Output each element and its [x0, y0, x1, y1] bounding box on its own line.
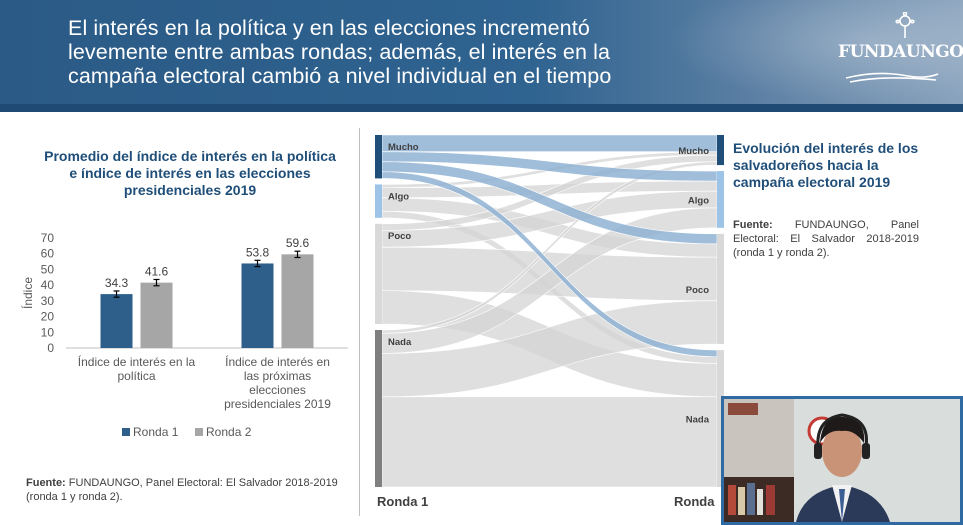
y-tick-label: 50 [41, 262, 55, 276]
data-label: 53.8 [246, 245, 270, 259]
x-category-label: política [117, 369, 155, 383]
x-category-label: Índice de interés en la [78, 354, 196, 369]
bar-ronda-1 [100, 294, 133, 348]
bar-chart-title: Promedio del índice de interés en la pol… [44, 148, 336, 198]
fundaungo-logo: FUNDAUNGO [838, 11, 963, 90]
sankey-node-label-right: Nada [686, 415, 710, 426]
legend-label: Ronda 2 [206, 425, 252, 439]
bar-ronda-2 [281, 254, 314, 348]
logo-flower-icon [845, 11, 939, 83]
x-category-label: elecciones [249, 383, 306, 397]
sankey-node-left-poco [375, 223, 382, 325]
y-tick-label: 30 [41, 294, 55, 308]
slide-title: El interés en la política y en las elecc… [68, 16, 612, 88]
source-text: FUNDAUNGO, Panel Electoral: El Salvador … [26, 477, 338, 503]
y-tick-label: 20 [41, 310, 55, 324]
data-label: 34.3 [105, 276, 129, 290]
webcam-video [721, 396, 963, 525]
legend-swatch [122, 428, 130, 436]
bar-ronda-2 [140, 282, 173, 348]
sankey-source-text: FUNDAUNGO, Panel Electoral: El Salvador … [733, 219, 919, 259]
y-tick-label: 70 [41, 231, 55, 245]
x-category-label: Índice de interés en [225, 354, 330, 369]
data-label: 41.6 [145, 264, 169, 278]
sankey-node-right-mucho [717, 135, 724, 166]
sankey-stage-left: Ronda 1 [377, 494, 429, 509]
sankey-flow-nada-nada [381, 396, 718, 488]
y-tick-label: 60 [41, 247, 55, 261]
sankey-node-left-mucho [375, 135, 382, 179]
panel-divider [359, 128, 360, 516]
sankey-flow-mucho-mucho [381, 134, 718, 152]
sankey-title: Evolución del interés de los salvadoreño… [733, 140, 919, 190]
sankey-source: Fuente: FUNDAUNGO, Panel Electoral: El S… [733, 218, 919, 260]
bar-ronda-1 [241, 263, 274, 348]
sankey-node-label-left: Algo [388, 191, 409, 202]
x-category-label: presidenciales 2019 [224, 397, 331, 411]
legend-label: Ronda 1 [133, 425, 179, 439]
header-stripe [0, 104, 963, 112]
sankey-node-left-nada [375, 330, 382, 487]
y-tick-label: 10 [41, 325, 55, 339]
bar-chart-source: Fuente: FUNDAUNGO, Panel Electoral: El S… [26, 476, 346, 504]
sankey-node-label-left: Mucho [388, 142, 419, 153]
header-banner: El interés en la política y en las elecc… [0, 0, 963, 112]
sankey-node-left-algo [375, 184, 382, 218]
y-tick-label: 40 [41, 278, 55, 292]
y-tick-label: 0 [47, 341, 54, 355]
sankey-node-label-left: Nada [388, 337, 412, 348]
data-label: 59.6 [286, 236, 310, 250]
sankey-flow-nada-mucho [381, 161, 718, 334]
sankey-node-label-left: Poco [388, 231, 411, 242]
sankey-node-right-poco [717, 233, 724, 345]
sankey-node-right-algo [717, 171, 724, 228]
x-category-label: las próximas [244, 369, 311, 383]
legend-swatch [195, 428, 203, 436]
logo-text: FUNDAUNGO [838, 42, 963, 62]
sankey-node-label-right: Poco [686, 285, 709, 296]
sankey-node-right-nada [717, 350, 724, 487]
source-label: Fuente: [26, 477, 66, 489]
header-shade [663, 0, 963, 104]
sankey-node-label-right: Algo [688, 195, 709, 206]
sankey-source-label: Fuente: [733, 219, 773, 231]
sankey-chart: Mucho Algo Poco Nada Mucho Algo Poco Nada [372, 133, 724, 489]
presenter-video-frame [724, 399, 960, 522]
sankey-stage-right: Ronda [674, 494, 715, 509]
y-axis-label: Índice [20, 277, 35, 309]
sankey-node-label-right: Mucho [678, 146, 709, 157]
